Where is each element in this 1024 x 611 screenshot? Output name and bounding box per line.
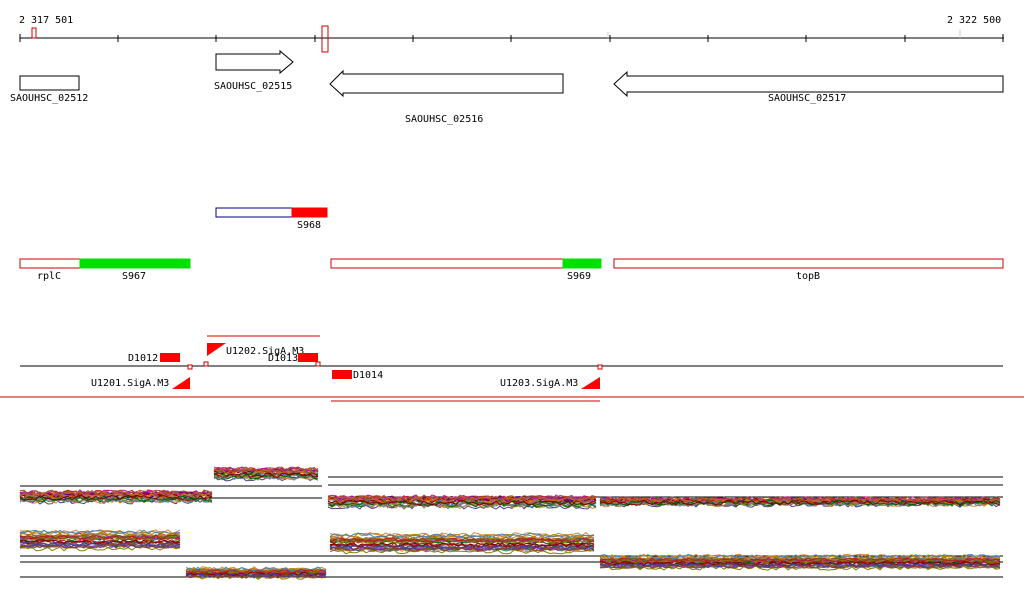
segment-s967[interactable]: S967 [79,258,191,282]
segment-rplc[interactable]: rplC [19,258,81,282]
expression-trace [19,529,1001,572]
expression-trace [19,529,1001,572]
feature-u1202[interactable]: U1202.SigA.M3 [203,343,304,367]
expression-trace [19,468,1001,504]
feature-label: U1202.SigA.M3 [226,346,304,357]
segment-label: S968 [297,220,321,231]
expression-trace [19,546,1001,580]
expression-profile-top [19,466,1003,510]
segment-s969-region[interactable]: S969 [330,258,602,282]
expression-trace [19,474,1001,508]
segment-label: S967 [122,271,146,282]
feature-u1203[interactable]: U1203.SigA.M3 [500,364,603,389]
gene-saouhsc-02516[interactable]: SAOUHSC_02516 [329,69,564,125]
segment-topb[interactable]: topB [613,258,1004,282]
expression-trace [19,531,1001,573]
ruler-start-label: 2 317 501 [19,15,73,26]
gene-saouhsc-02517[interactable]: SAOUHSC_02517 [613,70,1004,104]
expression-trace [19,472,1001,506]
feature-label: U1203.SigA.M3 [500,378,578,389]
gene-label: SAOUHSC_02516 [405,114,483,125]
ruler-view-window[interactable] [321,25,329,53]
gene-label: SAOUHSC_02515 [214,81,292,92]
expression-trace [19,543,1001,579]
feature-label: U1201.SigA.M3 [91,378,169,389]
feature-d1014[interactable]: D1014 [332,370,383,381]
gene-label: SAOUHSC_02512 [10,93,88,104]
gene-label: SAOUHSC_02517 [768,93,846,104]
segment-label: topB [796,271,820,282]
expression-profile-bottom [19,529,1003,580]
expression-trace [19,472,1001,507]
ruler-left-marker[interactable] [31,27,37,39]
feature-d1013[interactable]: D1013 [268,353,321,367]
expression-trace [19,466,1001,503]
gene-saouhsc-02515[interactable]: SAOUHSC_02515 [214,49,294,92]
feature-track: D1012 U1202.SigA.M3 D1013 D1014 U1201.Si… [0,335,1024,402]
segment-label: S969 [567,271,591,282]
feature-d1012[interactable]: D1012 [128,353,180,364]
expression-trace [19,534,1001,574]
feature-label: D1012 [128,353,158,364]
feature-u1201[interactable]: U1201.SigA.M3 [91,364,193,389]
ruler-ticks [19,34,1004,42]
feature-label: D1013 [268,353,298,364]
expression-trace [19,472,1001,507]
coordinate-ruler: 2 317 501 2 322 500 [19,15,1004,53]
gene-saouhsc-02512[interactable]: SAOUHSC_02512 [10,75,88,104]
segment-label: rplC [37,271,61,282]
ruler-end-label: 2 322 500 [947,15,1001,26]
feature-label: D1014 [353,370,383,381]
expression-trace [19,467,1001,504]
segment-s968[interactable]: S968 [215,207,328,231]
segment-track: rplC S967 S969 topB [19,258,1004,282]
expression-trace [19,466,1001,503]
gene-track: SAOUHSC_02512 SAOUHSC_02515 SAOUHSC_0251… [10,49,1004,125]
expression-trace [19,473,1001,508]
